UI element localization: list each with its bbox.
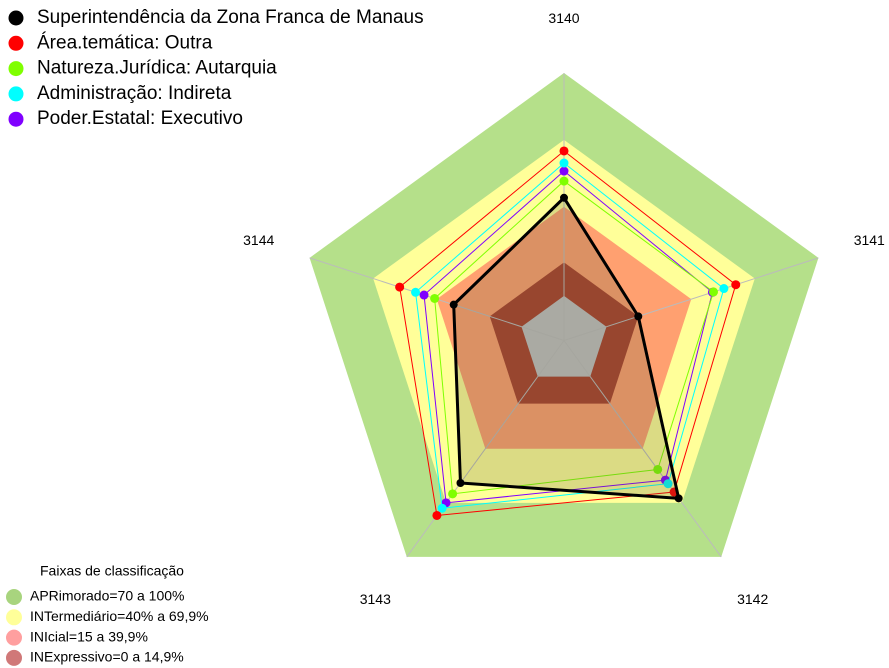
legend-label: Poder.Estatal: Executivo [37, 108, 243, 129]
series-point [709, 287, 719, 297]
series-line [415, 162, 725, 509]
legend-label: Administração: Indireta [37, 83, 232, 104]
axis-line [563, 340, 722, 558]
series-point [634, 312, 643, 321]
axis-line [406, 340, 565, 558]
bands-legend-title: Faixas de classificação [40, 563, 184, 579]
axis-label: 3142 [737, 591, 768, 607]
series-point [719, 284, 729, 294]
series-point [437, 503, 447, 513]
series-point [430, 293, 440, 303]
bands-legend-marker [6, 609, 22, 626]
series-point [419, 290, 429, 300]
series-point [395, 282, 405, 292]
series-point [674, 494, 683, 503]
series-line [399, 150, 737, 516]
series-point [456, 479, 465, 488]
legend-marker [8, 86, 24, 102]
axis-label: 3140 [548, 10, 579, 26]
bands-legend-marker [6, 589, 22, 605]
bands-legend-label: INExpressivo=0 a 14,9% [30, 649, 184, 665]
axis-label: 3141 [854, 232, 885, 248]
series-line [434, 180, 715, 495]
legend-label: Área.temática: Outra [37, 32, 213, 53]
bands-legend-label: INIcial=15 a 39,9% [30, 628, 148, 644]
bands-legend-marker [6, 649, 22, 666]
series-point [559, 166, 569, 176]
legend-label: Superintendência da Zona Franca de Manau… [37, 7, 424, 28]
series-point [448, 489, 458, 499]
series-point [653, 464, 663, 474]
axis-label: 3144 [243, 232, 274, 248]
series-point [731, 280, 741, 290]
series-point [560, 193, 568, 202]
series-point [432, 510, 442, 520]
axis-label: 3143 [360, 591, 391, 607]
legend-marker [8, 10, 24, 26]
series-point [559, 146, 569, 156]
series-point [411, 287, 421, 297]
series-point [559, 176, 569, 186]
series-line [423, 170, 714, 504]
legend-marker [8, 35, 24, 51]
bands-legend-label: APRimorado=70 a 100% [30, 588, 185, 604]
legend-marker [8, 111, 24, 127]
series-point [663, 479, 673, 489]
series-point [559, 158, 569, 168]
bands-legend-label: INTermediário=40% a 69,9% [30, 608, 209, 624]
bands-legend-marker [6, 629, 22, 646]
axis-line [563, 257, 819, 341]
series-point [449, 300, 458, 309]
legend-marker [8, 61, 24, 77]
legend-label: Natureza.Jurídica: Autarquia [37, 58, 277, 79]
series-line [452, 195, 681, 500]
